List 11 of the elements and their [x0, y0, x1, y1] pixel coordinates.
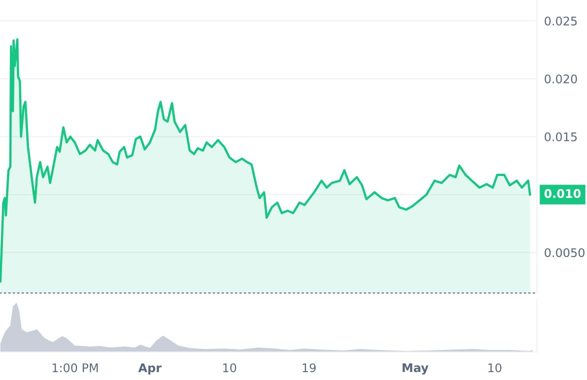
x-tick-label: May: [402, 363, 428, 375]
y-tick-label: 0.015: [544, 132, 577, 142]
x-tick-label: 19: [302, 363, 316, 372]
y-tick-label: 0.025: [544, 16, 577, 26]
x-tick-label: 10: [223, 363, 236, 372]
x-tick-label: Apr: [138, 363, 162, 375]
x-tick-label: 10: [488, 363, 502, 372]
annotation: 0.010: [544, 189, 581, 198]
x-tick-label: 1:00 PM: [52, 363, 98, 372]
y-tick-label: 0.020: [544, 74, 577, 84]
y-tick-label: 0.0050: [544, 248, 584, 258]
